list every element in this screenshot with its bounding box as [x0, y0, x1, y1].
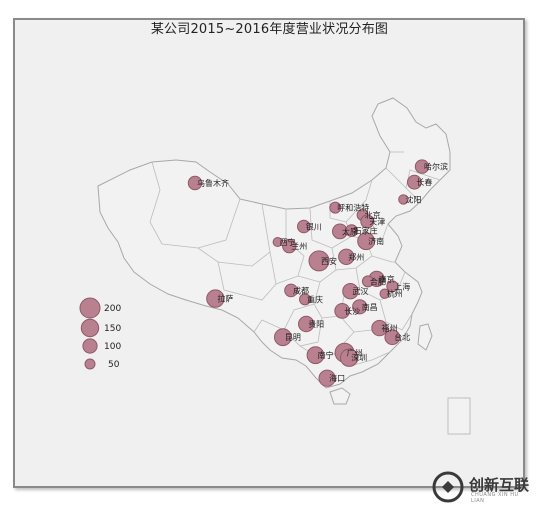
city-label-16: 合肥	[370, 276, 386, 286]
city-label-24: 长沙	[344, 306, 360, 316]
legend-bubble-0	[79, 297, 101, 319]
legend-label-1: 150	[104, 324, 121, 334]
city-bubble-20[interactable]	[284, 283, 298, 298]
city-label-27: 台北	[394, 332, 410, 342]
city-label-19: 武汉	[352, 286, 368, 296]
city-bubble-32[interactable]	[318, 369, 336, 387]
city-label-7: 银川	[306, 222, 322, 232]
city-label-28: 昆明	[285, 333, 301, 342]
city-bubble-3[interactable]	[187, 175, 203, 191]
size-legend: 200 150 100 50	[79, 297, 121, 370]
city-label-31: 南宁	[318, 350, 334, 360]
city-label-9: 石家庄	[354, 226, 378, 236]
city-label-12: 兰州	[291, 241, 307, 251]
city-bubble-18[interactable]	[379, 288, 390, 299]
city-bubble-25[interactable]	[298, 315, 315, 333]
city-label-30: 深圳	[351, 353, 367, 363]
city-label-8: 太原	[342, 226, 358, 236]
city-label-20: 成都	[293, 285, 309, 295]
hainan-island	[329, 387, 351, 405]
city-label-2: 沈阳	[405, 194, 421, 204]
city-bubble-26[interactable]	[371, 319, 388, 337]
city-label-0: 哈尔滨	[424, 162, 448, 172]
city-bubble-17[interactable]	[386, 280, 399, 293]
city-bubble-7[interactable]	[297, 219, 311, 234]
city-label-6: 天津	[369, 217, 385, 227]
city-bubble-27[interactable]	[384, 329, 401, 346]
city-label-18: 杭州	[387, 289, 403, 299]
city-label-25: 贵阳	[308, 319, 324, 329]
city-bubble-19[interactable]	[342, 283, 359, 300]
city-bubble-6[interactable]	[360, 214, 375, 229]
south-china-sea-inset	[447, 397, 471, 435]
city-bubble-16[interactable]	[361, 275, 374, 288]
legend-label-2: 100	[104, 342, 121, 352]
city-label-22: 拉萨	[217, 294, 233, 304]
city-label-15: 南京	[379, 274, 395, 284]
logo-icon	[432, 471, 464, 503]
city-bubble-23[interactable]	[352, 299, 368, 315]
city-bubble-28[interactable]	[274, 328, 292, 347]
city-bubble-30[interactable]	[340, 348, 359, 367]
chart-title: 某公司2015~2016年度营业状况分布图	[150, 22, 389, 37]
city-bubble-12[interactable]	[282, 238, 297, 254]
city-bubbles	[187, 159, 430, 387]
city-label-4: 呼和浩特	[337, 203, 369, 213]
city-label-11: 西宁	[280, 237, 296, 247]
city-label-14: 西安	[321, 256, 337, 266]
city-label-13: 郑州	[348, 252, 364, 262]
city-bubble-21[interactable]	[299, 293, 311, 306]
watermark-text: 创新互联	[469, 476, 530, 494]
city-label-3: 乌鲁木齐	[197, 178, 229, 188]
city-label-5: 北京	[365, 210, 381, 220]
city-bubble-0[interactable]	[414, 159, 430, 174]
city-label-32: 海口	[329, 373, 345, 383]
city-bubble-10[interactable]	[357, 232, 376, 251]
city-label-26: 福州	[382, 324, 398, 333]
city-label-17: 上海	[394, 281, 410, 291]
city-bubble-13[interactable]	[338, 248, 355, 265]
taiwan-island	[417, 323, 433, 351]
watermark-logo: 创新互联 CHUANG XIN HU LIAN	[431, 470, 531, 504]
legend-bubble-1	[80, 318, 100, 338]
city-bubble-4[interactable]	[329, 201, 342, 214]
watermark-subtext: CHUANG XIN HU LIAN	[471, 492, 519, 504]
city-bubble-24[interactable]	[334, 303, 351, 319]
city-bubble-11[interactable]	[272, 237, 283, 247]
city-label-10: 济南	[368, 236, 384, 246]
legend-bubble-2	[82, 338, 98, 354]
city-label-21: 重庆	[307, 294, 323, 304]
city-bubble-22[interactable]	[206, 289, 225, 308]
legend-label-3: 50	[108, 360, 120, 370]
legend-bubble-3	[84, 358, 96, 370]
city-bubble-2[interactable]	[398, 194, 409, 205]
city-label-1: 长春	[416, 177, 432, 187]
city-label-29: 广州	[347, 348, 363, 358]
city-bubble-9[interactable]	[345, 224, 359, 238]
city-bubble-1[interactable]	[407, 174, 422, 190]
legend-label-0: 200	[104, 304, 121, 314]
city-bubble-14[interactable]	[308, 250, 330, 272]
city-label-23: 南昌	[362, 302, 378, 312]
city-bubble-31[interactable]	[306, 346, 325, 365]
